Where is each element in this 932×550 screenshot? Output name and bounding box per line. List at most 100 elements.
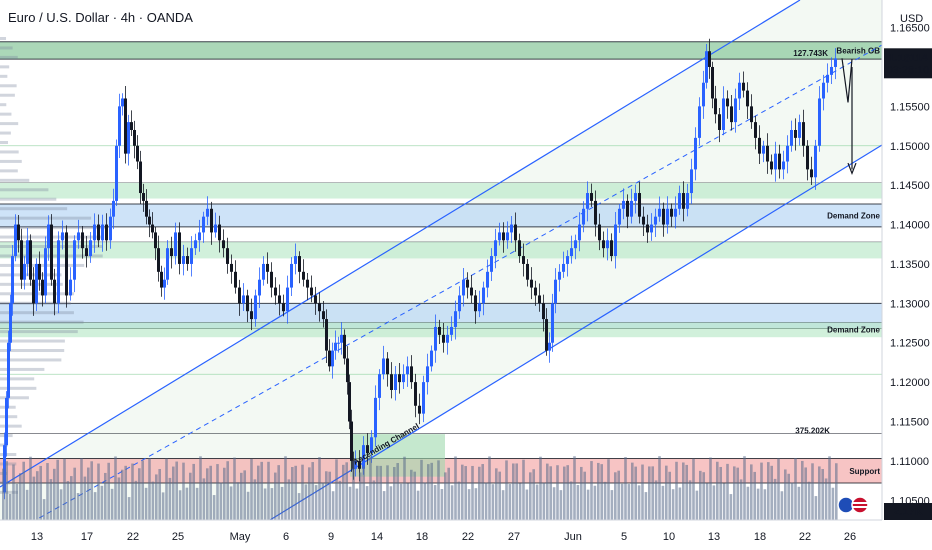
y-tick-label: 1.11500 — [890, 417, 929, 429]
volume-bar — [226, 461, 229, 520]
candle-78 — [270, 271, 273, 288]
volume-bar — [29, 456, 32, 520]
channel-fill — [0, 0, 882, 520]
candle-2 — [5, 397, 8, 446]
candle-109 — [378, 374, 381, 398]
candle-65 — [218, 224, 221, 241]
volume-bar — [688, 480, 692, 520]
x-tick-label: 26 — [844, 531, 856, 543]
volume-bar — [182, 462, 185, 520]
volume-profile-bar-46 — [0, 55, 18, 59]
volume-bar — [651, 466, 654, 520]
volume-bar — [814, 496, 818, 520]
candle-222 — [822, 82, 825, 99]
candle-85 — [298, 256, 301, 272]
volume-bar — [185, 487, 189, 520]
volume-bar — [382, 491, 386, 520]
candle-42 — [136, 145, 139, 162]
candle-183 — [670, 208, 673, 217]
candle-64 — [214, 224, 217, 233]
volume-bar — [756, 488, 760, 520]
candle-149 — [538, 295, 541, 304]
volume-bar — [729, 494, 733, 520]
candle-10 — [26, 240, 29, 264]
x-tick-label: 13 — [708, 531, 720, 543]
candle-194 — [711, 66, 714, 99]
volume-bar — [321, 482, 325, 520]
x-axis-panel — [0, 520, 882, 550]
candle-185 — [678, 193, 681, 209]
countdown: 03:28:10 — [887, 64, 930, 76]
zone-label-5: Demand Zone — [827, 326, 880, 335]
candle-92 — [325, 319, 328, 351]
candle-162 — [586, 193, 589, 209]
volume-bar — [685, 464, 688, 520]
volume-bar — [529, 472, 532, 520]
price-box — [884, 48, 932, 79]
candle-60 — [198, 232, 201, 241]
volume-bar — [474, 488, 478, 520]
volume-profile-bar-42 — [0, 93, 15, 97]
candle-197 — [722, 98, 725, 130]
volume-profile-bar-19 — [0, 311, 74, 315]
x-tick-label: 22 — [127, 531, 139, 543]
volume-bar — [566, 465, 569, 520]
volume-bar — [175, 461, 178, 520]
candle-201 — [738, 82, 741, 99]
candle-72 — [246, 295, 249, 312]
volume-profile-bar-14 — [0, 358, 62, 362]
x-tick-label: 5 — [621, 531, 627, 543]
candle-34 — [112, 200, 115, 217]
volume-bar — [702, 472, 705, 520]
volume-bar — [172, 466, 175, 520]
candle-55 — [178, 232, 181, 264]
volume-bar — [610, 490, 614, 520]
volume-bar — [66, 481, 70, 520]
candle-99 — [346, 358, 349, 383]
volume-bar — [532, 469, 535, 520]
candle-76 — [262, 263, 265, 280]
us-flag-stripe-icon — [852, 502, 868, 504]
volume-profile-bar-0 — [0, 490, 18, 494]
volume-bar — [22, 461, 25, 520]
candle-165 — [598, 224, 601, 241]
volume-bar — [597, 462, 600, 520]
candle-199 — [730, 106, 733, 123]
candle-159 — [574, 240, 577, 249]
volume-profile-bar-17 — [0, 330, 78, 334]
volume-bar — [661, 485, 665, 520]
volume-profile-bar-35 — [0, 159, 22, 163]
us-flag-icon — [851, 496, 869, 514]
candle-110 — [382, 358, 385, 375]
volume-profile-bar-45 — [0, 65, 10, 69]
volume-profile-bar-47 — [0, 46, 13, 50]
volume-bar — [828, 456, 831, 520]
candle-36 — [118, 106, 121, 146]
volume-bar — [804, 467, 807, 520]
candle-123 — [434, 326, 437, 351]
volume-bar — [603, 481, 607, 520]
candle-168 — [610, 240, 613, 257]
volume-bar — [141, 460, 144, 520]
candle-70 — [238, 287, 241, 304]
volume-bar — [705, 483, 709, 520]
candle-179 — [654, 216, 657, 225]
x-tick-label: 22 — [462, 531, 474, 543]
candle-124 — [438, 326, 441, 335]
volume-bar — [580, 466, 583, 520]
candle-83 — [290, 263, 293, 288]
candle-211 — [778, 153, 781, 170]
volume-bar — [318, 457, 321, 520]
volume-bar — [59, 489, 63, 520]
volume-bar — [637, 485, 641, 520]
volume-profile-bar-22 — [0, 282, 63, 286]
candle-74 — [254, 295, 257, 320]
volume-bar — [250, 458, 253, 520]
volume-bar — [393, 467, 396, 520]
candle-203 — [746, 90, 749, 107]
volume-bar — [450, 485, 454, 520]
volume-bar — [824, 478, 828, 520]
volume-bar — [478, 466, 481, 520]
volume-bar — [821, 469, 824, 520]
